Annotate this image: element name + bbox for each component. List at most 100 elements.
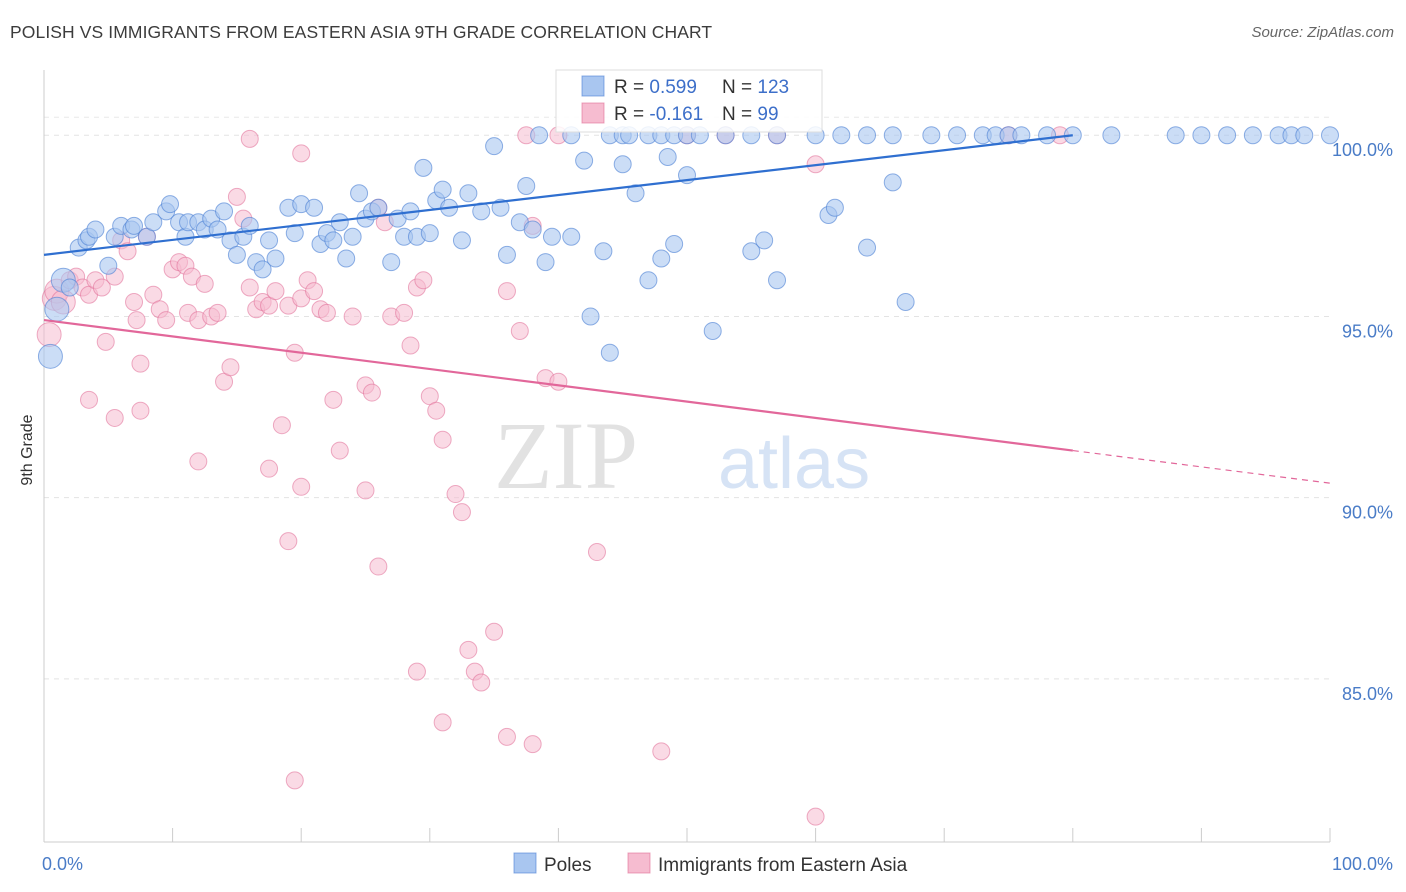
poles-point (883, 126, 902, 145)
poles-point (472, 202, 491, 221)
stats-legend: R = 0.599 N = 123 R = -0.161 N = 99 (555, 69, 823, 133)
immigrants-point (157, 311, 176, 330)
immigrants-point (652, 742, 671, 761)
poles-point (459, 184, 478, 203)
x-tick-label-left: 0.0% (42, 854, 83, 874)
poles-point (703, 321, 722, 340)
poles-point (517, 176, 536, 195)
svg-text:R = -0.161: R = -0.161 (614, 104, 703, 125)
stat-n-value-1: 123 (757, 77, 789, 98)
immigrants-point (36, 322, 62, 348)
watermark-atlas: atlas (718, 424, 870, 504)
immigrants-point (305, 282, 324, 301)
immigrants-point (227, 187, 246, 206)
legend-swatch-poles (581, 75, 605, 97)
stat-r-label-2: R = (614, 104, 649, 125)
stat-n-label-1: N = (722, 77, 757, 98)
immigrants-point (195, 274, 214, 293)
immigrants-point (272, 416, 291, 435)
immigrants-point (131, 354, 150, 373)
immigrants-point (497, 727, 516, 746)
watermark: ZIP atlas (494, 402, 870, 509)
poles-point (433, 180, 452, 199)
svg-text:N = 123: N = 123 (722, 77, 789, 98)
immigrants-point (118, 242, 137, 261)
poles-point (523, 220, 542, 239)
watermark-zip: ZIP (494, 402, 638, 509)
immigrants-point (240, 129, 259, 148)
poles-point (227, 245, 246, 264)
poles-point (37, 343, 63, 369)
poles-point (452, 231, 471, 250)
poles-point (1166, 126, 1185, 145)
immigrants-point (433, 430, 452, 449)
poles-point (1321, 126, 1339, 145)
poles-point (1295, 126, 1314, 145)
poles-point (594, 242, 613, 261)
poles-point (639, 271, 658, 290)
immigrants-point (292, 477, 311, 496)
poles-point (414, 158, 433, 177)
axes (43, 70, 1331, 843)
poles-point (260, 231, 279, 250)
poles-point (420, 224, 439, 243)
poles-point (337, 249, 356, 268)
immigrants-point (369, 557, 388, 576)
poles-point (858, 238, 877, 257)
immigrants-point (427, 401, 446, 420)
poles-point (161, 195, 180, 214)
poles-point (1012, 126, 1031, 145)
poles-point (1243, 126, 1262, 145)
y-axis-title: 9th Grade (19, 414, 36, 485)
immigrants-point (105, 408, 124, 427)
poles-point (350, 184, 369, 203)
immigrants-point (401, 336, 420, 355)
poles-point (825, 198, 844, 217)
poles-point (755, 231, 774, 250)
poles-point (613, 155, 632, 174)
poles-point (144, 213, 163, 232)
immigrants-point (343, 307, 362, 326)
source-label: Source: ZipAtlas.com (1251, 24, 1394, 41)
immigrants-trend-extension (1072, 449, 1331, 484)
poles-point (1192, 126, 1211, 145)
immigrants-point (221, 358, 240, 377)
immigrants-point (362, 383, 381, 402)
poles-point (768, 271, 787, 290)
poles-point (491, 198, 510, 217)
poles-point (382, 253, 401, 272)
immigrants-point (433, 713, 452, 732)
immigrants-point (806, 807, 825, 826)
poles-point (542, 227, 561, 246)
immigrants-point (292, 144, 311, 163)
immigrants-point (330, 441, 349, 460)
poles-point (665, 234, 684, 253)
immigrants-point (131, 401, 150, 420)
immigrants-point (266, 282, 285, 301)
poles-point (60, 278, 79, 297)
immigrants-point (324, 390, 343, 409)
poles-point (575, 151, 594, 170)
immigrants-point (485, 622, 504, 641)
immigrants-point (189, 452, 208, 471)
poles-point (497, 245, 516, 264)
poles-point (369, 198, 388, 217)
poles-point (536, 253, 555, 272)
immigrants-point (414, 271, 433, 290)
poles-point (626, 184, 645, 203)
stat-r-value-1: 0.599 (649, 77, 697, 98)
poles-point (600, 343, 619, 362)
immigrants-point (125, 292, 144, 311)
immigrants-point (285, 771, 304, 790)
x-tick-label-right: 100.0% (1332, 854, 1393, 874)
immigrants-point (80, 390, 99, 409)
immigrants-point (240, 278, 259, 297)
immigrants-point (587, 543, 606, 562)
immigrants-point (208, 303, 227, 322)
immigrants-point (472, 673, 491, 692)
x-tick-labels: 0.0% 100.0% (42, 854, 1393, 874)
svg-text:N = 99: N = 99 (722, 104, 779, 125)
poles-point (581, 307, 600, 326)
immigrants-trend-line (43, 318, 1073, 452)
svg-text:R = 0.599: R = 0.599 (614, 77, 697, 98)
